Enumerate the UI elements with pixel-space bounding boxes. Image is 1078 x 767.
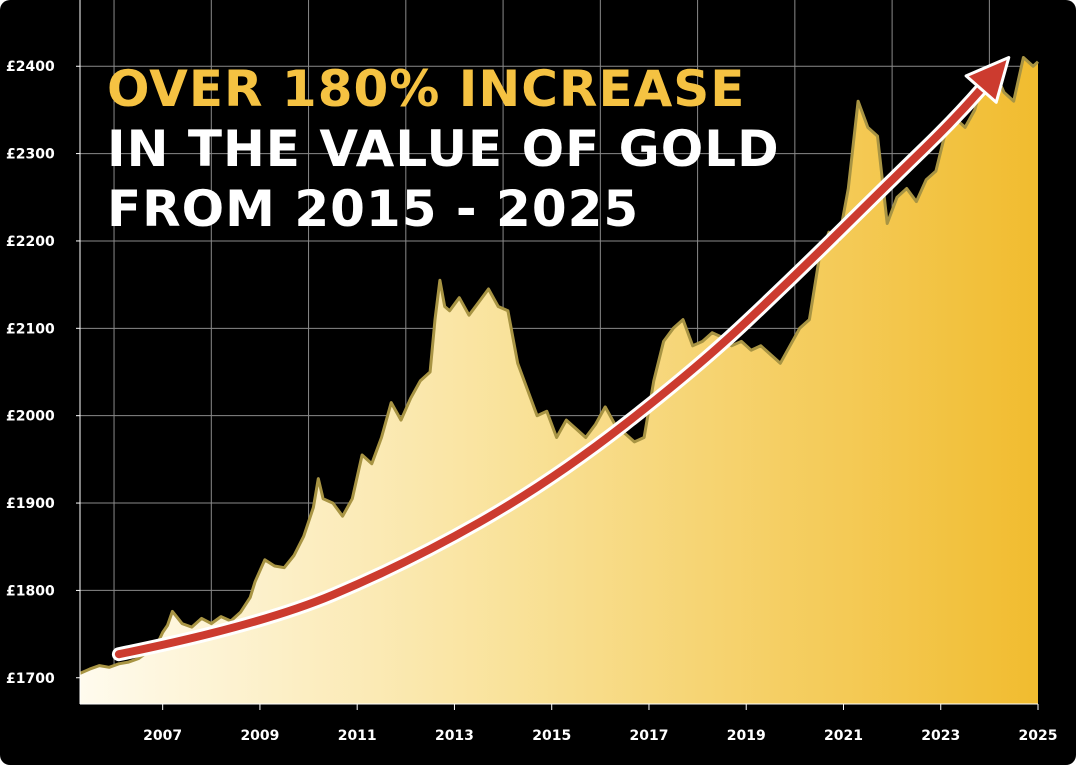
headline-line-3: FROM 2015 - 2025 [107,180,640,238]
x-tick-label: 2025 [1019,728,1058,744]
y-tick-label: £1800 [6,583,55,599]
x-tick-label: 2011 [338,728,377,744]
x-tick-label: 2021 [824,728,863,744]
headline-accent: OVER 180% INCREASE [107,60,746,118]
headline-line-2: IN THE VALUE OF GOLD [107,120,780,178]
y-tick-label: £2400 [6,59,55,75]
trend-arrow-head [964,56,1011,104]
x-tick-label: 2009 [240,728,279,744]
x-tick-label: 2013 [435,728,474,744]
y-tick-label: £2100 [6,321,55,337]
x-tick-label: 2015 [532,728,571,744]
axes: £1700 £1800 £1900 £2000 £2100 £2200 £2300 £2400… [6,0,1057,744]
y-tick-label: £2000 [6,409,55,425]
x-tick-label: 2019 [727,728,766,744]
gold-price-line [79,56,1040,675]
y-tick-label: £1700 [6,671,55,687]
x-tick-label: 2017 [629,728,668,744]
trend-arrow [111,56,1011,662]
y-tick-label: £2200 [6,234,55,250]
y-tick-label: £2300 [6,147,55,163]
y-tick-label: £1900 [6,496,55,512]
x-tick-label: 2007 [143,728,182,744]
x-tick-label: 2023 [921,728,960,744]
trend-arrow-shaft [114,73,996,659]
gold-price-area [80,57,1038,704]
